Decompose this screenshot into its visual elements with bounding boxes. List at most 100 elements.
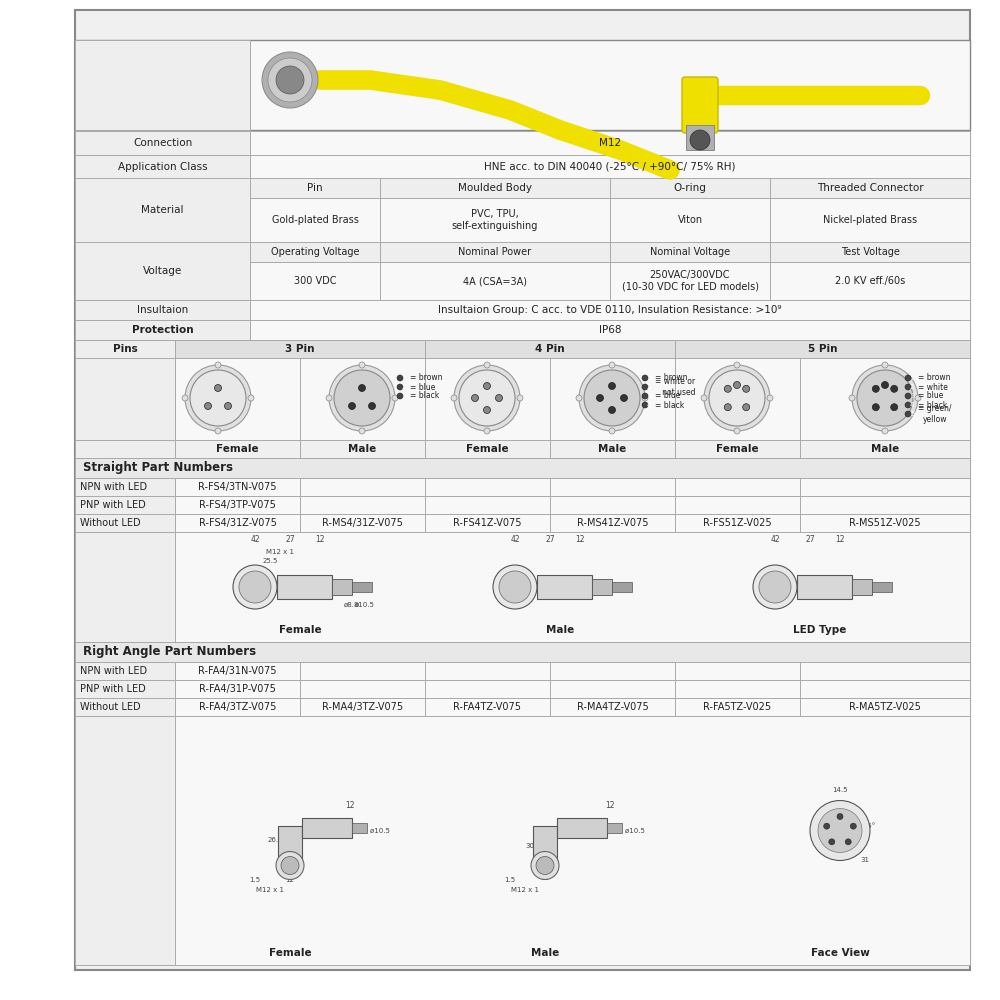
FancyBboxPatch shape xyxy=(770,198,970,242)
FancyBboxPatch shape xyxy=(175,340,425,358)
Circle shape xyxy=(701,395,707,401)
FancyBboxPatch shape xyxy=(75,532,970,642)
Text: Viton: Viton xyxy=(677,215,703,225)
FancyBboxPatch shape xyxy=(550,514,675,532)
FancyBboxPatch shape xyxy=(75,300,250,320)
FancyBboxPatch shape xyxy=(75,478,175,496)
Text: R-FA4/31N-V075: R-FA4/31N-V075 xyxy=(198,666,277,676)
Circle shape xyxy=(642,384,648,390)
FancyBboxPatch shape xyxy=(352,822,367,832)
FancyBboxPatch shape xyxy=(675,358,800,440)
FancyBboxPatch shape xyxy=(75,698,175,716)
Circle shape xyxy=(484,362,490,368)
Text: Female: Female xyxy=(279,625,321,635)
Text: 45°: 45° xyxy=(864,822,876,828)
Circle shape xyxy=(596,394,604,401)
Text: = black: = black xyxy=(655,400,684,410)
Circle shape xyxy=(724,385,731,392)
FancyBboxPatch shape xyxy=(800,514,970,532)
Text: Connection: Connection xyxy=(133,138,192,148)
Circle shape xyxy=(857,370,913,426)
Text: LED Type: LED Type xyxy=(793,625,847,635)
Text: R-FA4/31P-V075: R-FA4/31P-V075 xyxy=(199,684,276,694)
Circle shape xyxy=(709,370,765,426)
FancyBboxPatch shape xyxy=(75,242,250,300)
Text: R-FS41Z-V075: R-FS41Z-V075 xyxy=(453,518,522,528)
Circle shape xyxy=(642,393,648,399)
FancyBboxPatch shape xyxy=(770,262,970,300)
FancyBboxPatch shape xyxy=(75,155,250,178)
Circle shape xyxy=(849,395,855,401)
FancyBboxPatch shape xyxy=(302,818,352,838)
Circle shape xyxy=(484,428,490,434)
FancyBboxPatch shape xyxy=(425,358,550,440)
Text: = green/
yellow: = green/ yellow xyxy=(918,404,952,424)
FancyBboxPatch shape xyxy=(332,579,352,595)
Circle shape xyxy=(454,365,520,431)
FancyBboxPatch shape xyxy=(607,822,622,832)
FancyBboxPatch shape xyxy=(75,40,250,130)
Circle shape xyxy=(734,428,740,434)
FancyBboxPatch shape xyxy=(300,662,425,680)
Circle shape xyxy=(759,571,791,603)
FancyBboxPatch shape xyxy=(675,440,800,458)
Circle shape xyxy=(517,395,523,401)
FancyBboxPatch shape xyxy=(550,698,675,716)
Text: R-FS4/3TN-V075: R-FS4/3TN-V075 xyxy=(198,482,277,492)
Circle shape xyxy=(734,381,740,388)
Circle shape xyxy=(882,428,888,434)
FancyBboxPatch shape xyxy=(550,680,675,698)
Text: O-ring: O-ring xyxy=(674,183,706,193)
Circle shape xyxy=(215,362,221,368)
FancyBboxPatch shape xyxy=(278,826,302,865)
Text: Straight Part Numbers: Straight Part Numbers xyxy=(83,462,233,475)
Circle shape xyxy=(451,395,457,401)
Circle shape xyxy=(484,382,490,389)
Text: = blue: = blue xyxy=(918,391,943,400)
Text: 300 VDC: 300 VDC xyxy=(294,276,336,286)
Circle shape xyxy=(484,406,490,414)
Text: PVC, TPU,
self-extinguishing: PVC, TPU, self-extinguishing xyxy=(452,209,538,231)
Text: 12: 12 xyxy=(286,878,294,884)
Text: 5 Pin: 5 Pin xyxy=(808,344,837,354)
Circle shape xyxy=(397,375,403,381)
Circle shape xyxy=(359,362,365,368)
Text: R-MS51Z-V025: R-MS51Z-V025 xyxy=(849,518,921,528)
FancyBboxPatch shape xyxy=(425,514,550,532)
Text: 14.5: 14.5 xyxy=(232,579,248,585)
Text: NPN with LED: NPN with LED xyxy=(80,482,147,492)
Text: 1.5: 1.5 xyxy=(504,878,516,884)
Text: R-FS4/31Z-V075: R-FS4/31Z-V075 xyxy=(199,518,276,528)
Circle shape xyxy=(214,384,222,391)
Circle shape xyxy=(459,370,515,426)
FancyBboxPatch shape xyxy=(675,340,970,358)
FancyBboxPatch shape xyxy=(675,478,800,496)
Circle shape xyxy=(609,428,615,434)
FancyBboxPatch shape xyxy=(75,340,175,358)
Circle shape xyxy=(891,385,898,392)
Circle shape xyxy=(915,395,921,401)
FancyBboxPatch shape xyxy=(277,575,332,599)
Text: R-FA4/3TZ-V075: R-FA4/3TZ-V075 xyxy=(199,702,276,712)
FancyBboxPatch shape xyxy=(550,358,675,440)
FancyBboxPatch shape xyxy=(425,440,550,458)
Text: = blue: = blue xyxy=(410,382,435,391)
FancyBboxPatch shape xyxy=(682,77,718,133)
FancyBboxPatch shape xyxy=(75,178,250,242)
Circle shape xyxy=(262,52,318,108)
FancyBboxPatch shape xyxy=(250,131,970,155)
Circle shape xyxy=(579,365,645,431)
FancyBboxPatch shape xyxy=(75,458,970,478)
Circle shape xyxy=(349,402,356,410)
Text: Test Voltage: Test Voltage xyxy=(841,247,899,257)
Text: 42: 42 xyxy=(250,536,260,544)
FancyBboxPatch shape xyxy=(797,575,852,599)
Text: Female: Female xyxy=(466,444,509,454)
Text: 4: 4 xyxy=(647,402,651,408)
Text: R-FA5TZ-V025: R-FA5TZ-V025 xyxy=(703,702,772,712)
FancyBboxPatch shape xyxy=(675,514,800,532)
Circle shape xyxy=(620,394,628,401)
Text: 26.5: 26.5 xyxy=(267,838,283,844)
Circle shape xyxy=(882,381,889,388)
Text: = black: = black xyxy=(918,400,947,410)
